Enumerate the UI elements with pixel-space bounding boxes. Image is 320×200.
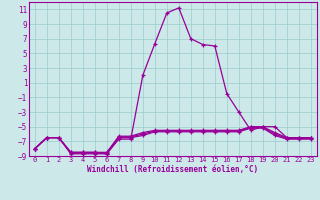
X-axis label: Windchill (Refroidissement éolien,°C): Windchill (Refroidissement éolien,°C)	[87, 165, 258, 174]
